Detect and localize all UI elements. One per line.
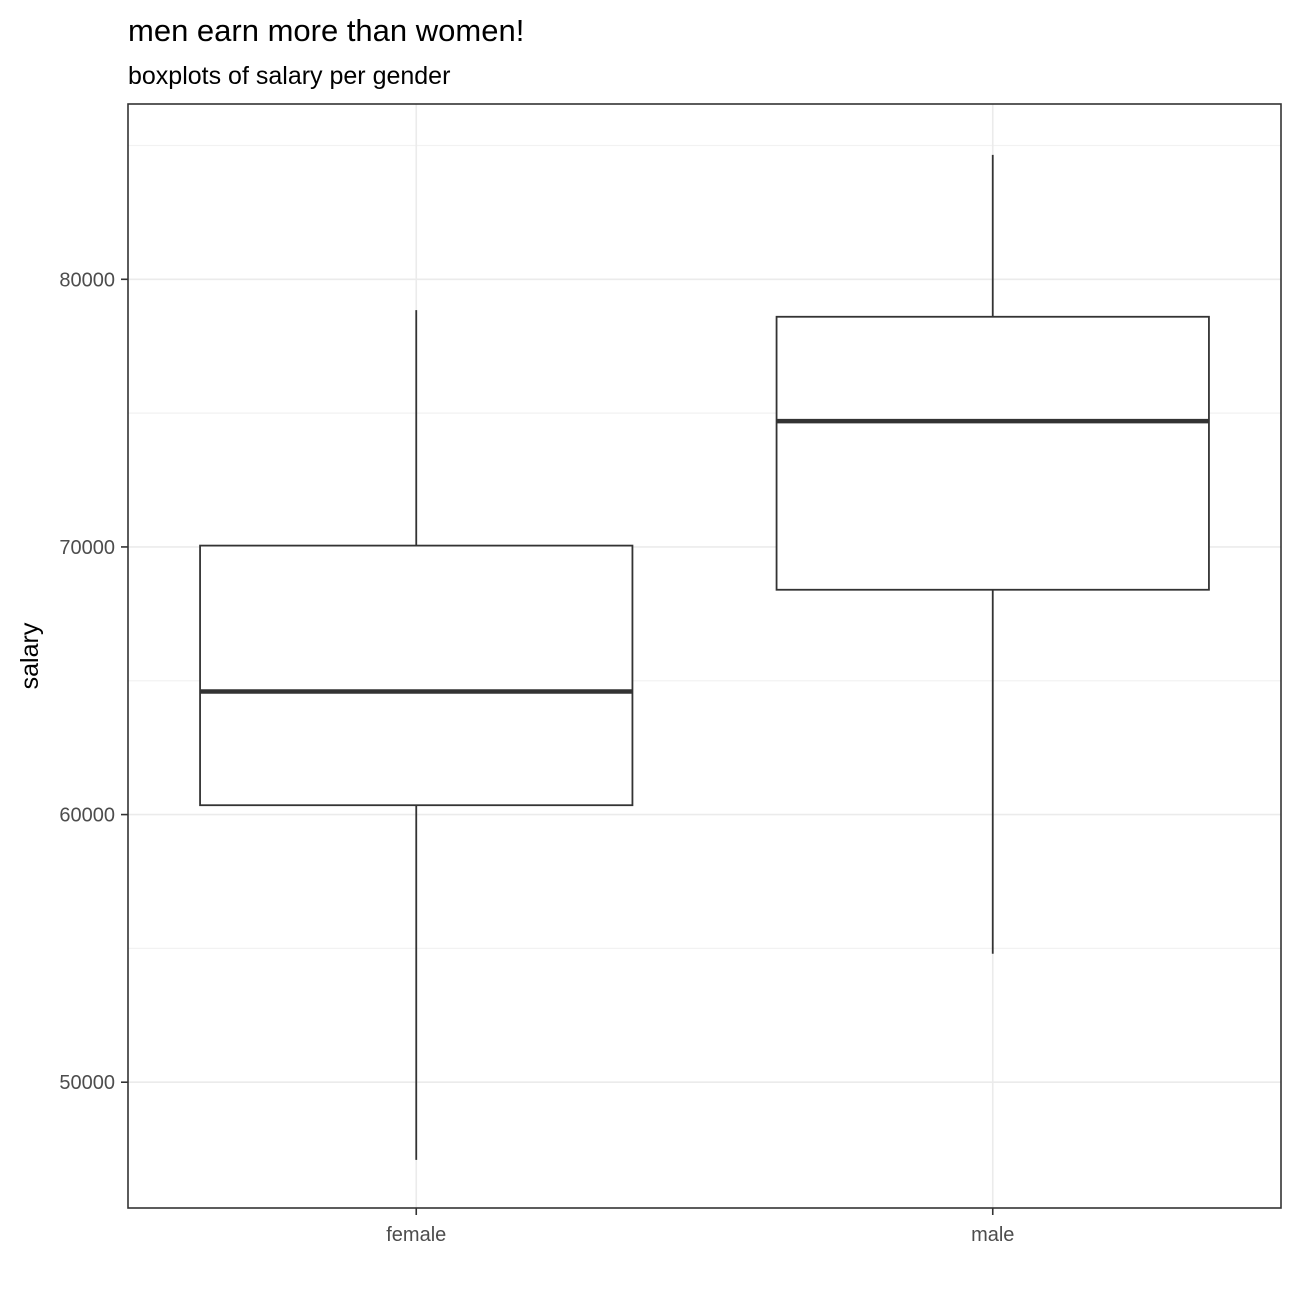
chart-title: men earn more than women! [128,13,524,48]
panel-border [127,103,1282,1209]
y-tick-label: 70000 [59,537,115,559]
x-tick-label: male [971,1224,1014,1246]
box-iqr [199,544,634,807]
box-female [199,310,634,1160]
y-axis-title: salary [16,622,44,689]
x-tick-label: female [386,1224,446,1246]
box-iqr [775,315,1210,591]
axes: 50000 60000 70000 80000 female male [59,269,1014,1246]
y-tick-label: 50000 [59,1072,115,1094]
chart-subtitle: boxplots of salary per gender [128,62,450,90]
box-male [775,154,1210,954]
box-series [199,154,1210,1160]
y-tick-label: 60000 [59,805,115,827]
y-tick-label: 80000 [59,269,115,291]
